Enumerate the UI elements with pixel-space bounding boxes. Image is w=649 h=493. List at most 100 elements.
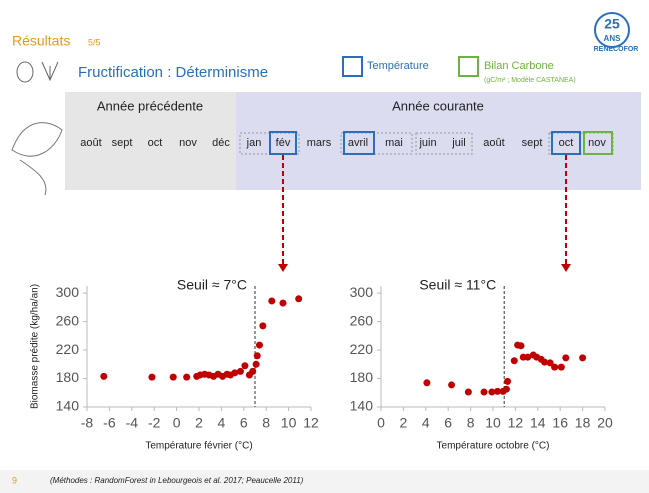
page-number: 9 xyxy=(12,475,17,485)
current-year-band xyxy=(236,92,641,190)
point xyxy=(295,295,303,303)
x-tick-label: 6 xyxy=(240,415,248,431)
point xyxy=(252,360,260,368)
point xyxy=(100,372,108,380)
legend-carbon-note: (gC/m² ; Modèle CASTANEA) xyxy=(484,77,576,84)
point xyxy=(249,367,257,375)
x-tick-label: 16 xyxy=(552,415,568,431)
x-tick-label: 4 xyxy=(218,415,226,431)
month: mai xyxy=(385,137,403,149)
legend-temperature: Température xyxy=(367,60,429,72)
point xyxy=(169,373,177,381)
y-tick-label: 180 xyxy=(56,369,80,385)
y-tick-label: 140 xyxy=(350,398,374,414)
point xyxy=(510,357,518,365)
point xyxy=(183,373,191,381)
point xyxy=(579,354,587,362)
point xyxy=(231,369,239,377)
point xyxy=(253,352,261,360)
point xyxy=(259,322,267,330)
x-tick-label: 8 xyxy=(467,415,475,431)
x-axis-label: Température octobre (°C) xyxy=(437,441,550,452)
point xyxy=(562,354,570,362)
point xyxy=(268,297,276,305)
x-tick-label: -8 xyxy=(81,415,94,431)
icons xyxy=(16,61,59,83)
y-tick-label: 260 xyxy=(350,312,374,328)
legend-box-temperature xyxy=(342,56,363,77)
x-tick-label: -2 xyxy=(148,415,161,431)
x-tick-label: 20 xyxy=(597,415,613,431)
point xyxy=(502,385,510,393)
month: jan xyxy=(246,137,262,149)
x-axis-label: Température février (°C) xyxy=(145,441,252,452)
x-tick-label: 10 xyxy=(281,415,297,431)
month: mars xyxy=(307,137,332,149)
month: juin xyxy=(418,137,436,149)
y-tick-label: 180 xyxy=(350,369,374,385)
month: sept xyxy=(112,137,133,149)
slide-title: Fructification : Déterminisme xyxy=(78,64,268,81)
point xyxy=(241,362,249,370)
month: oct xyxy=(148,137,163,149)
month: août xyxy=(80,137,101,149)
point xyxy=(524,353,532,361)
threshold-label: Seuil ≈ 11°C xyxy=(419,277,496,293)
x-tick-label: 2 xyxy=(195,415,203,431)
x-tick-label: 6 xyxy=(444,415,452,431)
x-tick-label: 8 xyxy=(262,415,270,431)
point xyxy=(448,381,456,389)
arrows xyxy=(278,155,571,272)
y-tick-label: 220 xyxy=(350,341,374,357)
y-tick-label: 140 xyxy=(56,398,80,414)
footer-band xyxy=(0,470,649,493)
month: déc xyxy=(212,137,230,149)
x-tick-label: 2 xyxy=(400,415,408,431)
logo-number: 25 xyxy=(604,16,620,32)
point xyxy=(480,388,488,396)
month: août xyxy=(483,137,504,149)
logo-word: ANS xyxy=(604,34,622,43)
x-tick-label: 14 xyxy=(530,415,546,431)
x-tick-label: 0 xyxy=(377,415,385,431)
logo: 25 ANS RENECOFOR xyxy=(594,12,639,53)
month: nov xyxy=(588,137,606,149)
leaf-icon xyxy=(11,122,63,196)
previous-year-band xyxy=(65,92,236,190)
x-tick-label: -6 xyxy=(103,415,116,431)
section: Résultats xyxy=(12,33,70,49)
previous-year-label: Année précédente xyxy=(97,98,203,113)
section-step: 5/5 xyxy=(88,37,101,47)
point xyxy=(551,363,559,371)
x-tick-label: 4 xyxy=(422,415,430,431)
month: nov xyxy=(179,137,197,149)
legend-box-carbon xyxy=(458,56,479,77)
logo-org: RENECOFOR xyxy=(594,46,639,53)
point xyxy=(279,299,287,307)
y-tick-label: 300 xyxy=(350,284,374,300)
x-tick-label: 12 xyxy=(508,415,524,431)
point xyxy=(423,379,431,387)
x-tick-label: 18 xyxy=(575,415,591,431)
y-axis-label: Biomasse prédite (kg/ha/an) xyxy=(30,284,41,409)
point xyxy=(255,341,263,349)
point xyxy=(504,377,512,385)
point xyxy=(546,359,554,367)
x-tick-label: -4 xyxy=(126,415,139,431)
y-tick-label: 260 xyxy=(56,312,80,328)
x-tick-label: 0 xyxy=(173,415,181,431)
x-tick-label: 10 xyxy=(485,415,501,431)
month: avril xyxy=(348,137,368,149)
point xyxy=(148,373,156,381)
y-tick-label: 220 xyxy=(56,341,80,357)
footer-note: (Méthodes : RandomForest in Lebourgeois … xyxy=(50,476,304,485)
x-tick-label: 12 xyxy=(303,415,319,431)
point xyxy=(517,342,525,350)
month: oct xyxy=(559,137,574,149)
y-tick-label: 300 xyxy=(56,284,80,300)
month: sept xyxy=(522,137,543,149)
current-year-label: Année courante xyxy=(392,98,484,113)
